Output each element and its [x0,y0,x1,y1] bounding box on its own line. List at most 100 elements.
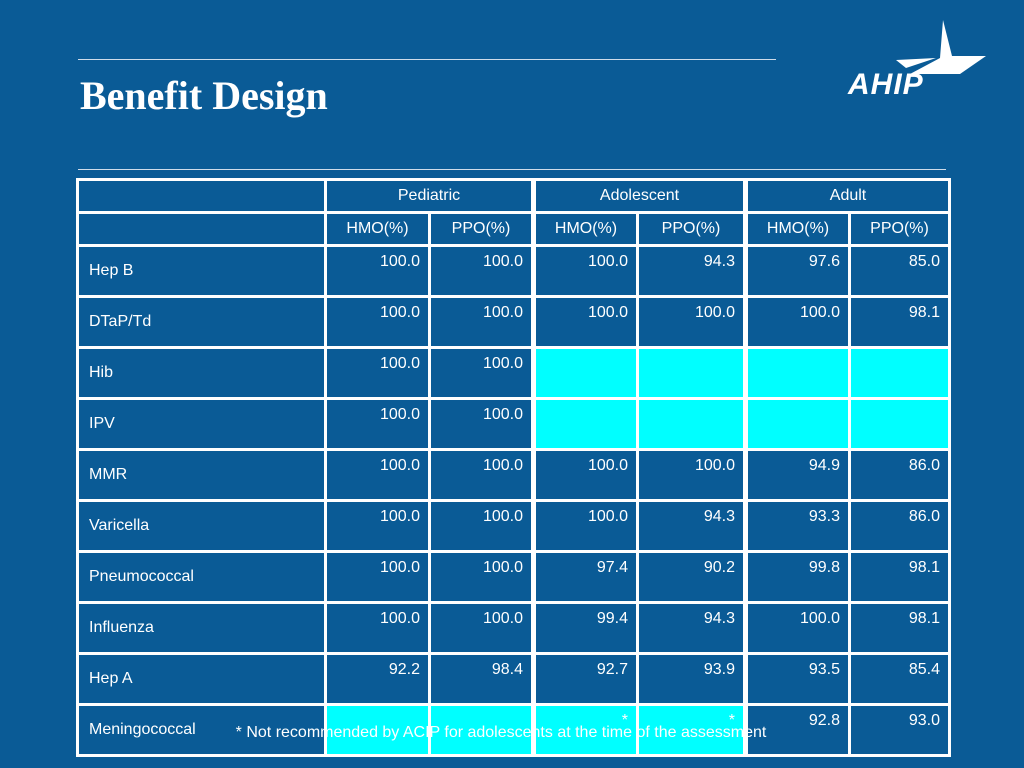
footnote-text: * Not recommended by ACIP for adolescent… [235,724,767,741]
value-cell-adolescent-hmo: 100.0 [531,244,639,298]
value-cell-pediatric-hmo: 100.0 [324,346,431,400]
value-cell-adult-hmo [743,397,852,451]
value-cell-adult-hmo: 99.8 [743,550,852,604]
value-cell-pediatric-ppo: 100.0 [428,601,535,655]
value-cell-adult-hmo: 97.6 [743,244,852,298]
value-cell-pediatric-hmo: 100.0 [324,244,431,298]
value-cell-pediatric-hmo: 100.0 [324,601,431,655]
table-row: Pneumococcal 100.0 100.0 97.4 90.2 99.8 98.1 [76,550,952,604]
subheader-pediatric-ppo: PPO(%) [428,211,535,247]
subheader-adolescent-hmo: HMO(%) [531,211,639,247]
footnote: * Not recommended by ACIP for adolescent… [0,724,1024,742]
table-row: Meningococcal * * 92.8 93.0 [76,703,952,757]
value-cell-adolescent-ppo: 93.9 [635,652,748,706]
subheader-pediatric-hmo: HMO(%) [324,211,431,247]
value-cell-pediatric-ppo: 98.4 [428,652,535,706]
value-cell-adult-ppo: 98.1 [848,295,952,349]
value-cell-pediatric-hmo: 100.0 [324,397,431,451]
value-cell-adult-ppo: 86.0 [848,499,952,553]
value-cell-adult-ppo: 85.0 [848,244,952,298]
vaccine-name-cell: Hep A [76,652,327,706]
vaccine-name-cell: Meningococcal [76,703,327,757]
value-cell-adult-ppo: 98.1 [848,601,952,655]
value-cell-adult-ppo [848,397,952,451]
table-row: Influenza 100.0 100.0 99.4 94.3 100.0 98.1 [76,601,952,655]
header-divider [78,169,946,170]
value-cell-adult-hmo: 93.5 [743,652,852,706]
value-cell-pediatric-hmo: 92.2 [324,652,431,706]
value-cell-adolescent-hmo: 100.0 [531,295,639,349]
value-cell-pediatric-hmo: 100.0 [324,448,431,502]
table-row: MMR 100.0 100.0 100.0 100.0 94.9 86.0 [76,448,952,502]
value-cell-pediatric-ppo: 100.0 [428,397,535,451]
benefit-table: Pediatric Adolescent Adult HMO(%) PPO(%)… [76,178,952,757]
table-row: Hib 100.0 100.0 [76,346,952,400]
value-cell-adolescent-ppo: * [635,703,748,757]
group-header-adolescent: Adolescent [530,178,748,214]
value-cell-adolescent-hmo [531,346,639,400]
table-row: Hep B 100.0 100.0 100.0 94.3 97.6 85.0 [76,244,952,298]
value-cell-pediatric-ppo: 100.0 [428,295,535,349]
subheader-adult-hmo: HMO(%) [743,211,852,247]
value-cell-adult-hmo: 100.0 [743,295,852,349]
value-cell-pediatric-ppo: 100.0 [428,448,535,502]
value-cell-adult-ppo: 93.0 [848,703,952,757]
value-cell-adolescent-ppo: 94.3 [635,601,748,655]
table-row: IPV 100.0 100.0 [76,397,952,451]
value-cell-pediatric-hmo: 100.0 [324,295,431,349]
value-cell-adult-hmo [743,346,852,400]
value-cell-adult-hmo: 93.3 [743,499,852,553]
value-cell-pediatric-hmo: 100.0 [324,550,431,604]
vaccine-name-cell: IPV [76,397,327,451]
table-row: Hep A 92.2 98.4 92.7 93.9 93.5 85.4 [76,652,952,706]
value-cell-pediatric-ppo: 100.0 [428,244,535,298]
subheader-adolescent-ppo: PPO(%) [635,211,748,247]
value-cell-adolescent-ppo: 94.3 [635,244,748,298]
value-cell-adult-ppo: 86.0 [848,448,952,502]
value-cell-adolescent-ppo [635,397,748,451]
value-cell-pediatric-ppo: 100.0 [428,346,535,400]
group-header-pediatric: Pediatric [324,178,535,214]
vaccine-name-cell: MMR [76,448,327,502]
value-cell-adolescent-hmo [531,397,639,451]
value-cell-pediatric-ppo [428,703,535,757]
value-cell-adult-ppo: 98.1 [848,550,952,604]
vaccine-name-cell: Influenza [76,601,327,655]
value-cell-adult-hmo: 100.0 [743,601,852,655]
sub-header-row: HMO(%) PPO(%) HMO(%) PPO(%) HMO(%) PPO(%… [76,211,952,247]
value-cell-adolescent-hmo: 99.4 [531,601,639,655]
value-cell-adult-ppo [848,346,952,400]
value-cell-adolescent-ppo: 90.2 [635,550,748,604]
corner-cell [76,178,327,214]
value-cell-adolescent-hmo: * [531,703,639,757]
ahip-star-icon [896,20,986,74]
group-header-adult: Adult [743,178,952,214]
value-cell-adult-ppo: 85.4 [848,652,952,706]
vaccine-name-cell: Hep B [76,244,327,298]
value-cell-adolescent-hmo: 100.0 [531,499,639,553]
corner-cell [76,211,327,247]
vaccine-name-cell: Pneumococcal [76,550,327,604]
value-cell-pediatric-hmo: 100.0 [324,499,431,553]
value-cell-adult-hmo: 94.9 [743,448,852,502]
value-cell-adolescent-hmo: 97.4 [531,550,639,604]
vaccine-name-cell: Hib [76,346,327,400]
value-cell-adolescent-ppo: 94.3 [635,499,748,553]
value-cell-adolescent-ppo [635,346,748,400]
value-cell-adult-hmo: 92.8 [743,703,852,757]
value-cell-pediatric-ppo: 100.0 [428,499,535,553]
vaccine-name-cell: DTaP/Td [76,295,327,349]
top-divider [78,59,776,60]
value-cell-adolescent-ppo: 100.0 [635,448,748,502]
value-cell-pediatric-ppo: 100.0 [428,550,535,604]
logo-text: AHIP [848,68,924,101]
value-cell-adolescent-hmo: 100.0 [531,448,639,502]
slide-title: Benefit Design [80,73,328,118]
value-cell-adolescent-ppo: 100.0 [635,295,748,349]
value-cell-adolescent-hmo: 92.7 [531,652,639,706]
group-header-row: Pediatric Adolescent Adult [76,178,952,214]
table-row: Varicella 100.0 100.0 100.0 94.3 93.3 86.0 [76,499,952,553]
vaccine-name-cell: Varicella [76,499,327,553]
value-cell-pediatric-hmo [324,703,431,757]
table-row: DTaP/Td 100.0 100.0 100.0 100.0 100.0 98.1 [76,295,952,349]
